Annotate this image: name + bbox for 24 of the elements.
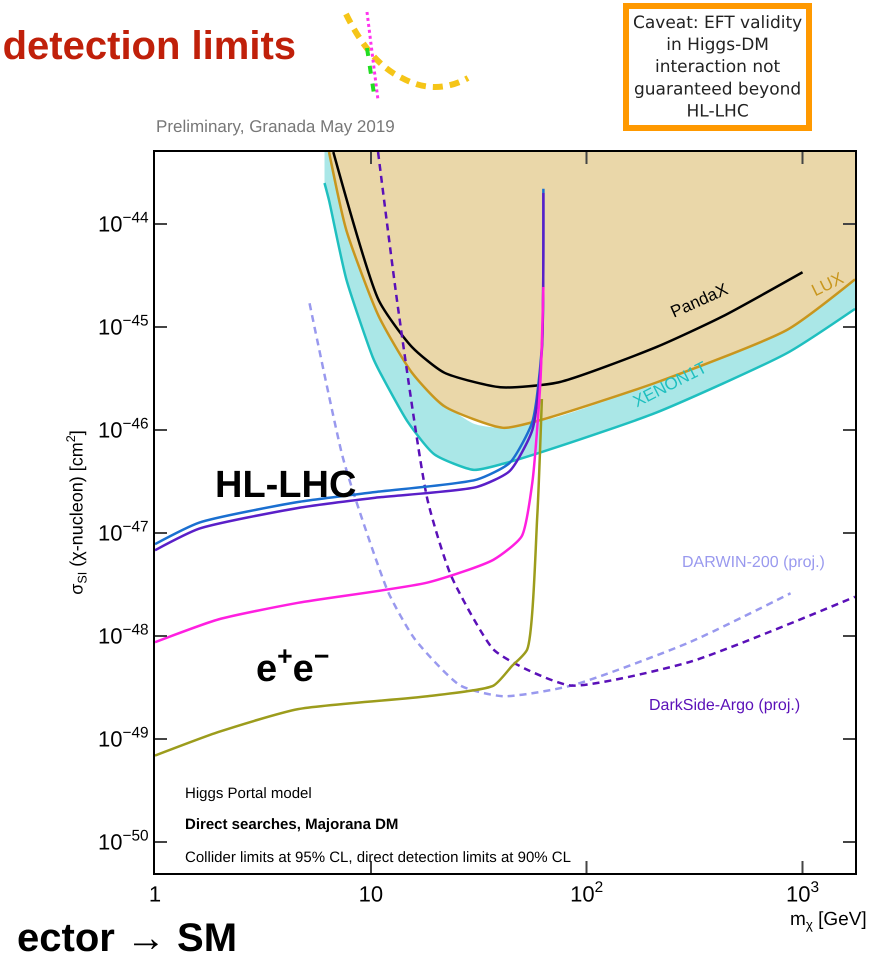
text: Preliminary, Granada May 2019 [156,117,395,136]
text: DARWIN-200 (proj.) [682,554,825,571]
y-tick-label: 10$^{−49}$ [98,724,149,752]
annotation: e$^{+}$e$^{−}$ [256,641,330,690]
x-tick-label: 10 [358,881,384,906]
annotation: Direct searches, Majorana DM [185,816,398,833]
x-axis-title: m$_{χ}$ [GeV] [790,909,867,932]
annotation: HL-LHC [215,464,356,506]
text: Caveat: EFT validity in Higgs-DM interaction not guaranteed beyond HL-LHC [633,13,802,122]
text: LUX [808,268,847,300]
y-tick-label: 10$^{−45}$ [98,312,149,340]
x-tick-label: 10$^{2}$ [570,879,604,906]
y-tick-label: 10$^{−47}$ [98,518,149,546]
y-tick-label: 10$^{−46}$ [98,415,149,443]
annotation: Collider limits at 95% CL, direct detection limits at 90% CL [185,849,571,866]
y-tick-label: 10$^{−50}$ [98,827,149,855]
series-label: DarkSide-Argo (proj.) [649,697,800,714]
y-tick-label: 10$^{−48}$ [98,621,149,649]
y-tick-label: 10$^{−44}$ [98,209,150,237]
x-tick-label: 1 [148,881,162,906]
x-tick-label: 10$^{3}$ [786,879,820,906]
chart-title: detection limits [2,24,296,68]
text: ector → SM [17,916,238,957]
annotation: Higgs Portal model [185,785,312,802]
